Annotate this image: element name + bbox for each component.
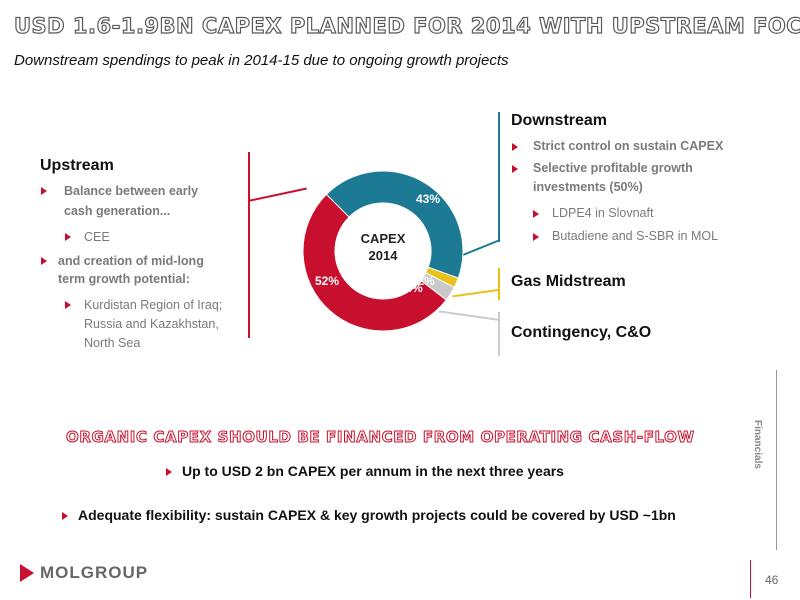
downstream-sub-1: LDPE4 in Slovnaft xyxy=(552,206,654,220)
upstream-bullet-1-line-2: cash generation... xyxy=(64,204,171,218)
bullet-icon xyxy=(533,210,539,218)
bullet-icon xyxy=(62,512,68,520)
upstream-sub-2-line-3: North Sea xyxy=(84,336,141,350)
bullet-icon xyxy=(65,301,71,309)
bullet-icon xyxy=(512,143,518,151)
gas-connector-line xyxy=(498,268,500,300)
bullet-icon xyxy=(512,165,518,173)
bullet-icon xyxy=(41,187,47,195)
section-label: Financials xyxy=(752,420,763,469)
upstream-heading: Upstream xyxy=(40,157,114,174)
financing-banner: ORGANIC CAPEX SHOULD BE FINANCED FROM OP… xyxy=(66,428,695,447)
donut-center-label: CAPEX 2014 xyxy=(352,230,414,264)
page-subtitle: Downstream spendings to peak in 2014-15 … xyxy=(14,52,509,69)
donut-slice-upstream xyxy=(302,193,447,332)
bullet-icon xyxy=(65,233,71,241)
contingency-connector-line xyxy=(498,312,500,356)
upstream-bullet-2-line-1: and creation of mid-long xyxy=(58,254,204,268)
donut-label-downstream: 43% xyxy=(416,192,440,206)
logo-triangle-icon xyxy=(20,564,34,582)
downstream-bullet-2-line-1: Selective profitable growth xyxy=(533,161,693,175)
donut-center-label-line-2: 2014 xyxy=(368,248,398,263)
upstream-bullet-2-line-2: term growth potential: xyxy=(58,272,190,286)
section-tab-frame xyxy=(776,370,800,550)
downstream-bullet-1: Strict control on sustain CAPEX xyxy=(533,139,724,153)
upstream-sub-2-line-1: Kurdistan Region of Iraq; xyxy=(84,298,223,312)
contingency-heading: Contingency, C&O xyxy=(511,324,652,341)
donut-label-gas-midstream: 2% xyxy=(417,274,435,288)
upstream-sub-1: CEE xyxy=(84,230,110,244)
bullet-icon xyxy=(166,468,172,476)
downstream-bullet-2-line-2: investments (50%) xyxy=(533,180,643,194)
point-2: Adequate flexibility: sustain CAPEX & ke… xyxy=(78,507,676,523)
upstream-bullet-1-line-1: Balance between early xyxy=(64,184,199,198)
bullet-icon xyxy=(41,257,47,265)
gas-midstream-heading: Gas Midstream xyxy=(511,273,626,290)
page-number: 46 xyxy=(765,573,779,587)
donut-slice-downstream xyxy=(325,170,464,279)
mol-group-logo: MOLGROUP xyxy=(20,563,148,583)
downstream-sub-2: Butadiene and S-SBR in MOL xyxy=(552,229,719,243)
page-number-divider xyxy=(750,560,751,598)
downstream-heading: Downstream xyxy=(511,112,608,129)
donut-label-contingency-c-o: 3% xyxy=(405,281,423,295)
donut-center-label-line-1: CAPEX xyxy=(360,231,406,246)
bullet-icon xyxy=(533,233,539,241)
upstream-connector-line xyxy=(248,152,250,338)
point-1: Up to USD 2 bn CAPEX per annum in the ne… xyxy=(182,463,564,479)
upstream-sub-2-line-2: Russia and Kazakhstan, xyxy=(84,317,219,331)
donut-label-upstream: 52% xyxy=(315,274,339,288)
page-title: USD 1.6-1.9BN CAPEX PLANNED FOR 2014 WIT… xyxy=(13,13,800,38)
downstream-connector-line xyxy=(498,112,500,242)
logo-text: MOLGROUP xyxy=(40,563,149,582)
